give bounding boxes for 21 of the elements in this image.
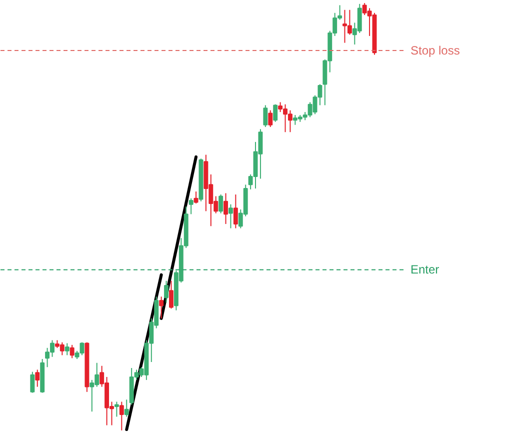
candlestick: [35, 369, 40, 388]
candlestick: [188, 198, 194, 215]
candlestick: [159, 296, 164, 319]
candlestick: [114, 401, 119, 418]
candlestick: [124, 399, 129, 418]
candlestick: [64, 342, 70, 356]
ref-line-label: Enter: [410, 262, 440, 277]
candlestick: [263, 104, 268, 128]
candlestick: [164, 280, 169, 304]
candlestick: [273, 104, 278, 122]
candlestick: [30, 371, 35, 394]
candlestick: [218, 194, 224, 214]
candlestick: [70, 344, 74, 359]
candlestick: [228, 204, 233, 229]
candlestick: [224, 192, 228, 224]
candlestick: [233, 194, 238, 229]
candlestick: [268, 110, 273, 128]
candlestick: [194, 191, 198, 204]
candlestick: [169, 280, 174, 310]
candlestick: [119, 401, 124, 431]
ref-line-label: Stop loss: [410, 43, 460, 58]
